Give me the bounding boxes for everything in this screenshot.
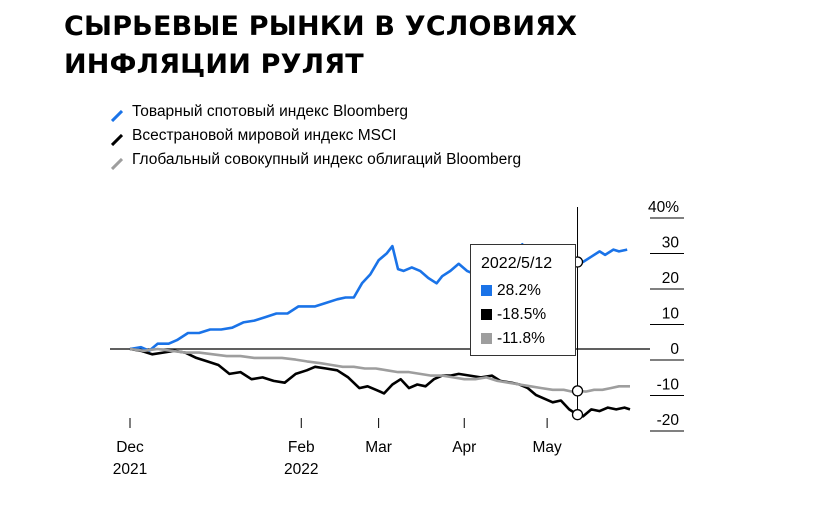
legend: Товарный спотовый индекс Bloomberg Всест… <box>110 100 521 172</box>
x-tick-label: 2022 <box>284 461 318 478</box>
x-tick-label: May <box>532 439 562 456</box>
legend-swatch-bonds-icon <box>110 154 124 171</box>
tooltip-row-commodity: 28.2% <box>481 281 541 301</box>
series-line-2 <box>129 347 630 393</box>
tooltip-row-bonds: -11.8% <box>481 329 545 349</box>
x-tick-label: Dec <box>116 439 144 456</box>
x-tick-label: Mar <box>365 439 392 456</box>
tooltip-value-commodity: 28.2% <box>497 282 541 299</box>
y-tick-label: -20 <box>657 412 680 429</box>
x-tick-label: Feb <box>288 439 315 456</box>
y-tick-label: 0 <box>670 341 679 358</box>
legend-item-msci[interactable]: Всестрановой мировой индекс MSCI <box>110 124 521 148</box>
legend-item-bonds[interactable]: Глобальный совокупный индекс облигаций B… <box>110 148 521 172</box>
tooltip-swatch-msci-icon <box>481 309 492 320</box>
legend-label-bonds: Глобальный совокупный индекс облигаций B… <box>132 151 522 168</box>
legend-item-commodity[interactable]: Товарный спотовый индекс Bloomberg <box>110 100 521 124</box>
legend-label-msci: Всестрановой мировой индекс MSCI <box>132 127 397 144</box>
tooltip-value-msci: -18.5% <box>497 306 547 323</box>
hover-tooltip: 2022/5/12 28.2% -18.5% -11.8% <box>470 244 576 356</box>
x-tick-label: Apr <box>452 439 476 456</box>
legend-swatch-msci-icon <box>110 130 124 147</box>
chart-title: СЫРЬЕВЫЕ РЫНКИ В УСЛОВИЯХ ИНФЛЯЦИИ РУЛЯТ <box>64 11 578 80</box>
tooltip-swatch-bonds-icon <box>481 333 492 344</box>
y-tick-label: 30 <box>662 235 680 252</box>
tooltip-swatch-commodity-icon <box>481 285 492 296</box>
y-tick-label: -10 <box>657 377 680 394</box>
tooltip-date: 2022/5/12 <box>481 255 553 272</box>
x-tick-label: 2021 <box>113 461 147 478</box>
cursor-marker-2 <box>571 385 584 397</box>
tooltip-row-msci: -18.5% <box>481 305 546 325</box>
legend-label-commodity: Товарный спотовый индекс Bloomberg <box>132 103 409 120</box>
cursor-marker-1 <box>571 409 584 421</box>
series-line-1 <box>129 347 631 418</box>
y-tick-label: 10 <box>662 306 680 323</box>
y-tick-label: 40% <box>648 199 679 216</box>
y-tick-label: 20 <box>662 270 680 287</box>
tooltip-value-bonds: -11.8% <box>497 330 545 347</box>
legend-swatch-commodity-icon <box>110 106 124 123</box>
